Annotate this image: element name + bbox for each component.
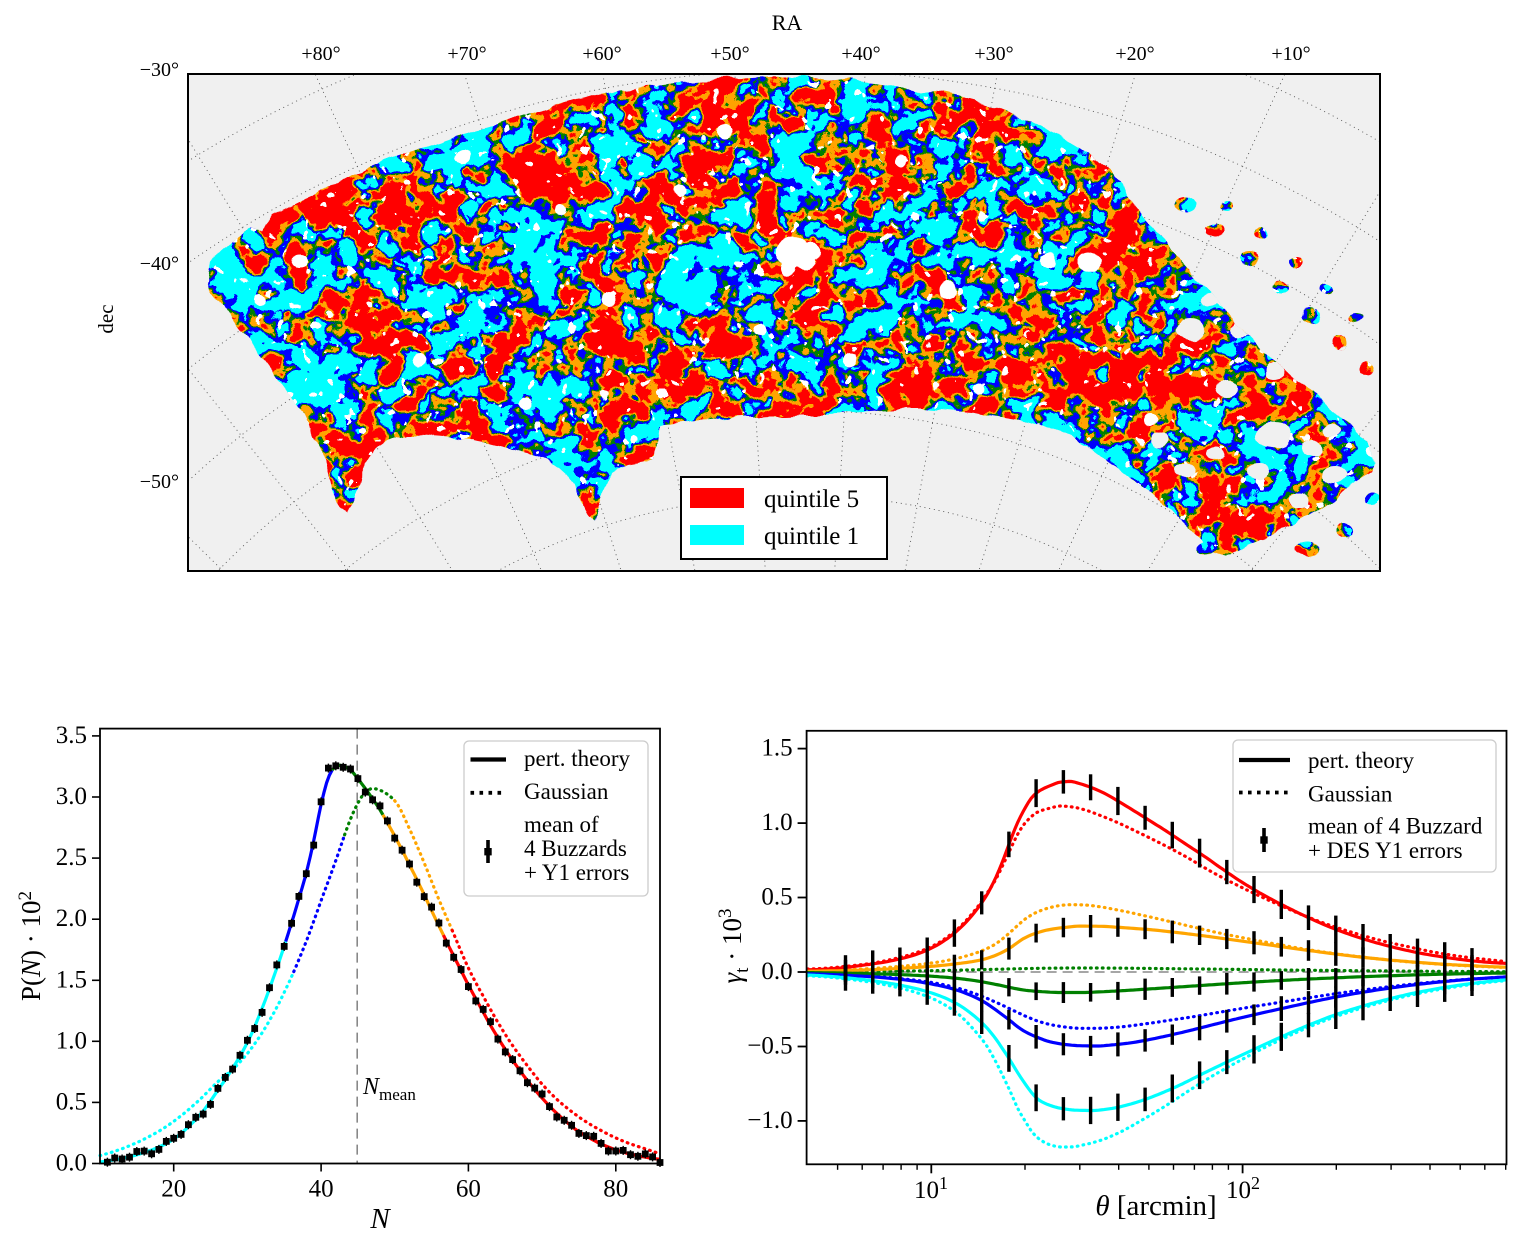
svg-text:pert. theory: pert. theory: [1308, 748, 1415, 773]
svg-text:mean of: mean of: [524, 812, 599, 837]
svg-text:+50°: +50°: [710, 43, 749, 65]
svg-text:+70°: +70°: [447, 43, 486, 65]
svg-text:40: 40: [309, 1176, 334, 1203]
svg-text:−0.5: −0.5: [747, 1033, 792, 1060]
svg-text:+40°: +40°: [841, 43, 880, 65]
svg-text:+20°: +20°: [1115, 43, 1154, 65]
svg-text:N: N: [369, 1203, 391, 1235]
svg-text:0.5: 0.5: [56, 1088, 87, 1115]
svg-text:1.0: 1.0: [761, 809, 792, 836]
svg-text:1.0: 1.0: [56, 1027, 87, 1054]
svg-text:3.0: 3.0: [56, 783, 87, 810]
svg-text:−50°: −50°: [140, 471, 179, 493]
svg-text:1.5: 1.5: [761, 735, 792, 762]
svg-text:mean of 4 Buzzard: mean of 4 Buzzard: [1308, 814, 1483, 839]
svg-text:P(N) · 102: P(N) · 102: [15, 891, 46, 1001]
svg-text:+ DES Y1 errors: + DES Y1 errors: [1308, 838, 1463, 863]
svg-text:+30°: +30°: [974, 43, 1013, 65]
svg-text:γt · 103: γt · 103: [715, 909, 753, 984]
svg-text:θ [arcmin]: θ [arcmin]: [1095, 1190, 1216, 1222]
svg-text:2.0: 2.0: [56, 905, 87, 932]
svg-text:0.0: 0.0: [56, 1150, 87, 1177]
svg-text:quintile 5: quintile 5: [764, 486, 859, 513]
svg-text:−1.0: −1.0: [747, 1107, 792, 1134]
svg-text:−40°: −40°: [140, 253, 179, 275]
svg-text:Gaussian: Gaussian: [1308, 782, 1393, 807]
svg-text:20: 20: [161, 1176, 186, 1203]
svg-text:RA: RA: [772, 10, 803, 35]
svg-text:+10°: +10°: [1271, 43, 1310, 65]
svg-text:3.5: 3.5: [56, 722, 87, 749]
svg-text:0.0: 0.0: [761, 958, 792, 985]
svg-text:−30°: −30°: [140, 59, 179, 81]
svg-text:101: 101: [914, 1173, 948, 1204]
svg-text:+80°: +80°: [301, 43, 340, 65]
svg-text:+ Y1 errors: + Y1 errors: [524, 860, 629, 885]
svg-text:pert. theory: pert. theory: [524, 746, 631, 771]
svg-text:2.5: 2.5: [56, 844, 87, 871]
svg-text:60: 60: [456, 1176, 481, 1203]
svg-text:Gaussian: Gaussian: [524, 779, 609, 804]
svg-text:1.5: 1.5: [56, 966, 87, 993]
svg-text:+60°: +60°: [582, 43, 621, 65]
svg-text:0.5: 0.5: [761, 884, 792, 911]
svg-text:dec: dec: [94, 304, 118, 333]
svg-text:102: 102: [1226, 1173, 1260, 1204]
svg-text:80: 80: [603, 1176, 628, 1203]
svg-text:Nmean: Nmean: [362, 1074, 416, 1104]
svg-text:4 Buzzards: 4 Buzzards: [524, 836, 627, 861]
svg-text:quintile 1: quintile 1: [764, 523, 859, 550]
